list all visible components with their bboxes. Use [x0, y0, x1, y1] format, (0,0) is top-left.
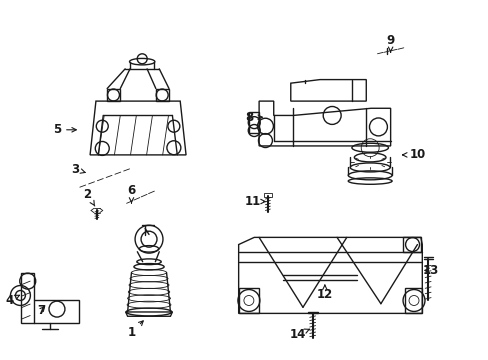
Text: 13: 13 [422, 264, 438, 277]
Text: 2: 2 [83, 188, 95, 206]
Text: 12: 12 [316, 285, 332, 301]
Text: 1: 1 [127, 321, 143, 339]
Text: 10: 10 [402, 148, 425, 161]
Text: 14: 14 [289, 328, 309, 341]
Text: 11: 11 [244, 195, 264, 208]
Text: 4: 4 [5, 294, 20, 307]
Text: 8: 8 [245, 111, 262, 124]
Text: 7: 7 [37, 305, 45, 318]
Text: 9: 9 [386, 33, 394, 52]
Text: 6: 6 [127, 184, 135, 203]
Bar [264, 193, 271, 197]
Text: 3: 3 [71, 163, 85, 176]
Text: 5: 5 [53, 123, 76, 136]
